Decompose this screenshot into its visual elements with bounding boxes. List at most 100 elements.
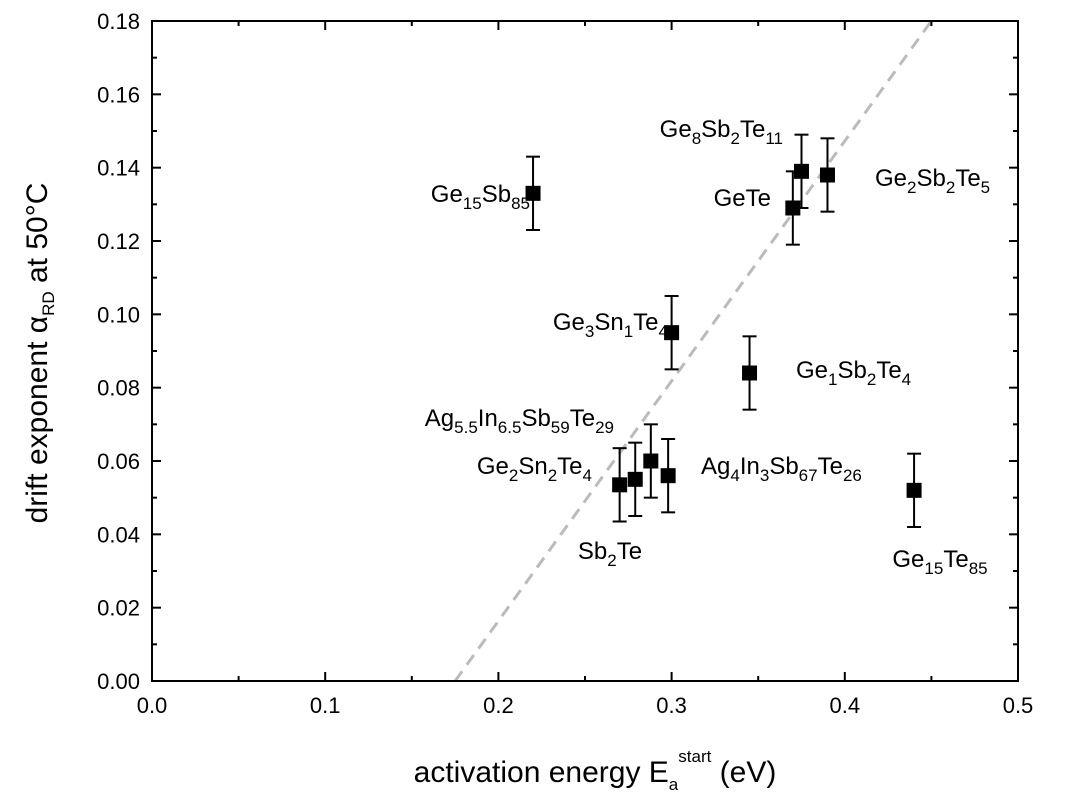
x-tick-label: 0.0 — [137, 693, 168, 718]
point-label-subscript: 5.5 — [454, 418, 478, 437]
y-tick-label: 0.10 — [97, 302, 140, 327]
point-label: GeTe — [714, 185, 771, 212]
data-point-marker — [785, 200, 801, 216]
y-axis-title-tail: at 50°C — [21, 183, 54, 292]
point-label-subscript: 85 — [969, 559, 988, 578]
point-label-text: Ge — [431, 181, 463, 208]
point-label-subscript: 4 — [902, 370, 911, 389]
point-label-text: Te — [557, 453, 582, 480]
point-label-text: Ge — [875, 165, 907, 192]
point-label-text: Te — [570, 405, 595, 432]
x-axis-title-sup: start — [678, 747, 711, 766]
y-tick-label: 0.08 — [97, 376, 140, 401]
x-tick-label: 0.1 — [310, 693, 341, 718]
y-tick-label: 0.18 — [97, 9, 140, 34]
point-label-subscript: 2 — [607, 551, 616, 570]
x-axis-title-main: activation energy E — [414, 756, 669, 789]
data-points-layer — [525, 133, 922, 528]
point-label-subscript: 15 — [924, 559, 943, 578]
point-label-subscript: 6.5 — [498, 418, 522, 437]
x-tick-label: 0.2 — [483, 693, 514, 718]
point-label: Sb2Te — [578, 538, 642, 570]
point-label-text: Te — [617, 538, 642, 565]
point-label-subscript: 85 — [511, 194, 530, 213]
point-label: Ge1Sb2Te4 — [796, 357, 911, 389]
data-point-marker — [660, 468, 676, 484]
point-label-text: Ge — [477, 453, 509, 480]
point-label-text: Sn — [594, 309, 623, 336]
x-tick-label: 0.5 — [1003, 693, 1034, 718]
y-axis-title-sub: RD — [39, 291, 58, 316]
data-point-marker — [906, 482, 922, 498]
point-label-subscript: 3 — [760, 466, 769, 485]
data-point-marker — [819, 167, 835, 183]
data-point-marker — [525, 185, 541, 201]
point-label-subscript: 2 — [509, 466, 518, 485]
axes-layer: 0.0 0.1 0.2 0.3 0.4 0.5 0.00 0.02 0.04 0.06 0.08 0.… — [21, 9, 1033, 794]
point-labels-layer: Ge15Sb85Ge8Sb2Te11GeTeGe2Sb2Te5Ge3Sn1Te4… — [425, 116, 990, 578]
point-label-text: In — [740, 453, 760, 480]
point-label-text: Te — [955, 165, 980, 192]
point-label: Ge15Te85 — [892, 546, 987, 578]
point-label-text: Ag — [425, 405, 454, 432]
point-label-subscript: 5 — [981, 178, 990, 197]
y-axis-title-main: drift exponent α — [21, 316, 54, 523]
point-label-subscript: 1 — [624, 322, 633, 341]
point-label-text: Te — [876, 357, 901, 384]
point-label-text: Sb — [916, 165, 945, 192]
data-point-marker — [794, 163, 809, 179]
point-label-text: Sb — [837, 357, 866, 384]
trend-line-layer — [453, 20, 933, 682]
y-tick-label: 0.02 — [97, 596, 140, 621]
point-label-subscript: 4 — [730, 466, 739, 485]
point-label-subscript: 4 — [583, 466, 592, 485]
data-point-marker — [643, 453, 659, 469]
y-tick-label: 0.00 — [97, 669, 140, 694]
point-label-text: Sb — [769, 453, 798, 480]
point-label: Ge3Sn1Te4 — [553, 309, 668, 341]
point-label-subscript: 59 — [551, 418, 570, 437]
trend-line — [453, 20, 933, 682]
point-label-text: Sn — [518, 453, 547, 480]
point-label-text: Ag — [701, 453, 730, 480]
point-label-text: Ge — [892, 546, 924, 573]
point-label-subscript: 4 — [659, 322, 668, 341]
point-label-subscript: 11 — [765, 129, 783, 148]
y-tick-label: 0.06 — [97, 449, 140, 474]
x-tick-label: 0.4 — [830, 693, 861, 718]
point-label-text: Sb — [521, 405, 550, 432]
point-label-text: Sb — [701, 116, 730, 143]
point-label-subscript: 3 — [585, 322, 594, 341]
point-label: Ag4In3Sb67Te26 — [701, 453, 862, 485]
point-label-subscript: 2 — [867, 370, 876, 389]
data-point-marker — [742, 365, 758, 381]
point-label-subscript: 2 — [907, 178, 916, 197]
y-tick-label: 0.16 — [97, 82, 140, 107]
point-label-text: Te — [633, 309, 658, 336]
y-tick-label: 0.12 — [97, 229, 140, 254]
y-tick-label: 0.14 — [97, 156, 140, 181]
point-label-text: Ge — [660, 116, 692, 143]
point-label-text: Ge — [553, 309, 585, 336]
data-point-marker — [627, 471, 643, 487]
point-label-text: Te — [943, 546, 968, 573]
point-label-subscript: 2 — [548, 466, 557, 485]
point-label-text: In — [478, 405, 498, 432]
point-label: Ge2Sb2Te5 — [875, 165, 990, 197]
point-label-subscript: 1 — [828, 370, 837, 389]
point-label-text: Te — [740, 116, 765, 143]
x-axis-title-unit: (eV) — [711, 756, 776, 789]
point-label-text: Sb — [482, 181, 511, 208]
data-point-marker — [612, 477, 628, 493]
point-label: Ag5.5In6.5Sb59Te29 — [425, 405, 614, 437]
point-label: Ge8Sb2Te11 — [660, 116, 783, 148]
x-axis-title: activation energy Ea start (eV) — [414, 747, 777, 794]
point-label-subscript: 15 — [463, 194, 482, 213]
point-label-text: GeTe — [714, 185, 771, 212]
x-axis-title-sub: a — [669, 775, 679, 794]
point-label: Ge2Sn2Te4 — [477, 453, 592, 485]
point-label-subscript: 2 — [946, 178, 955, 197]
point-label-text: Ge — [796, 357, 828, 384]
